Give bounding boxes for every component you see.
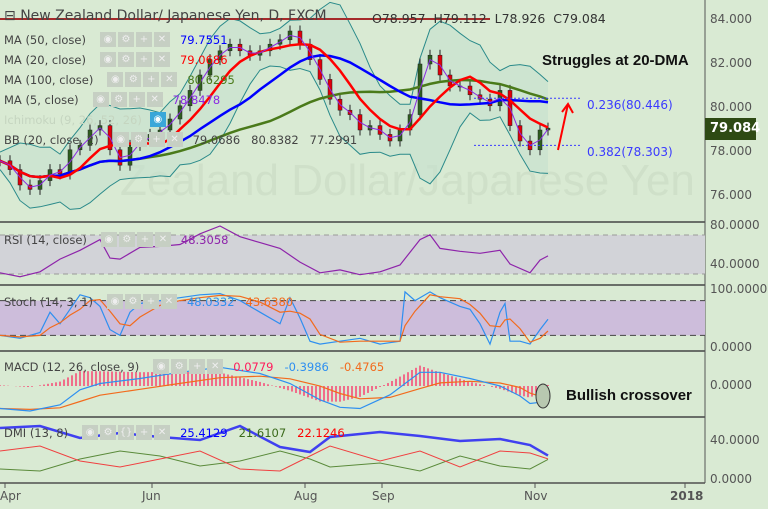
legend-ma50[interactable]: MA (50, close) ◉ ⚙ + ✕ 79.7551 xyxy=(4,32,228,47)
legend-value: 79.7551 xyxy=(179,32,228,47)
watermark: Zealand Dollar/Japanese Yen xyxy=(120,156,695,205)
legend-buttons[interactable]: ◉ ⚙ + ✕ xyxy=(92,92,163,107)
last-price-tag: 79.084 xyxy=(705,118,760,140)
legend-value: 78.8478 xyxy=(172,92,221,107)
time-tick: Apr xyxy=(0,489,21,503)
open-value: O78.957 xyxy=(372,11,426,26)
legend-ma100[interactable]: MA (100, close) ◉ ⚙ + ✕ 80.6295 xyxy=(4,72,235,87)
bb-basis-value: 79.0686 xyxy=(192,132,241,147)
legend-bb[interactable]: BB (20, close, 2) ◉ ⚙ + ✕ 79.0686 80.8382 77.… xyxy=(4,132,357,147)
legend-value: 79.0686 xyxy=(179,52,228,67)
legend-value: 80.6295 xyxy=(187,72,235,87)
macd-signal-line xyxy=(0,375,549,411)
legend-ma20[interactable]: MA (20, close) ◉ ⚙ + ✕ 79.0686 xyxy=(4,52,228,67)
price-tick: 78.000 xyxy=(710,144,752,158)
legend-label: MA (100, close) xyxy=(4,72,94,87)
plus-di-line xyxy=(0,450,549,472)
time-tick: Aug xyxy=(294,489,318,503)
annotation-dma: Struggles at 20-DMA xyxy=(542,52,689,69)
candle xyxy=(545,127,551,131)
stoch-tick: 100.0000 xyxy=(710,282,768,296)
bb-lower-value: 77.2991 xyxy=(309,132,358,147)
legend-label: MA (20, close) xyxy=(4,52,86,67)
legend-label: RSI (14, close) xyxy=(4,232,87,247)
price-tick: 80.000 xyxy=(710,100,752,114)
legend-value: 48.3058 xyxy=(180,232,229,247)
time-tick: Sep xyxy=(372,489,395,503)
bollinger-upper xyxy=(0,1,549,155)
ma50-line xyxy=(0,54,549,179)
up-arrow-head xyxy=(561,102,574,114)
dmi-tick: 0.0000 xyxy=(710,472,752,486)
legend-ichimoku[interactable]: Ichimoku (9, 26, 52, 26) ◉ xyxy=(4,112,166,127)
legend-buttons[interactable]: ◉ ⚙ + ✕ xyxy=(99,52,170,67)
legend-label: MACD (12, 26, close, 9) xyxy=(4,359,140,374)
legend-buttons[interactable]: ◉ ⚙ + ✕ xyxy=(100,232,171,247)
legend-label: Ichimoku (9, 26, 52, 26) xyxy=(4,112,142,127)
rsi-band xyxy=(0,235,705,274)
stoch-k-value: 48.0332 xyxy=(186,294,235,309)
time-tick: Jun xyxy=(142,489,161,503)
rsi-tick: 40.0000 xyxy=(710,257,760,271)
legend-rsi[interactable]: RSI (14, close) ◉ ⚙ + ✕ 48.3058 xyxy=(4,232,228,247)
low-value: L78.926 xyxy=(494,11,546,26)
fib-level-0236: 0.236(80.446) xyxy=(587,98,673,112)
legend-ma5[interactable]: MA (5, close) ◉ ⚙ + ✕ 78.8478 xyxy=(4,92,220,107)
symbol-name: New Zealand Dollar/ Japanese Yen, D, FXC… xyxy=(20,8,327,24)
legend-macd[interactable]: MACD (12, 26, close, 9) ◉ ⚙ + ✕ 0.0779 -0.398… xyxy=(4,359,384,374)
collapse-icon[interactable]: ⊟ xyxy=(4,8,21,24)
ma5-line xyxy=(0,34,549,188)
macd-line xyxy=(0,366,549,412)
crossover-highlight xyxy=(535,383,551,409)
legend-buttons[interactable]: ◉ ⚙ + ✕ xyxy=(107,72,178,87)
time-tick: Nov xyxy=(524,489,548,503)
legend-label: MA (5, close) xyxy=(4,92,79,107)
legend-label: Stoch (14, 3, 1) xyxy=(4,294,93,309)
up-arrow xyxy=(557,103,569,151)
macd-signal-value: -0.4765 xyxy=(339,359,385,374)
bb-upper-value: 80.8382 xyxy=(251,132,299,147)
time-tick: 2018 xyxy=(670,489,704,503)
close-value: C79.084 xyxy=(553,11,606,26)
price-tick: 82.000 xyxy=(710,56,752,70)
macd-tick: 0.0000 xyxy=(710,378,752,392)
bollinger-fill xyxy=(0,2,548,210)
legend-buttons[interactable]: ◉ ⚙ + ✕ xyxy=(106,294,177,309)
adx-line xyxy=(0,424,549,457)
legend-buttons[interactable]: ◉ ⚙ + ✕ xyxy=(99,32,170,47)
legend-buttons[interactable]: ◉ ⚙ + ✕ xyxy=(112,132,183,147)
stoch-tick: 0.0000 xyxy=(710,340,752,354)
fib-level-0382: 0.382(78.303) xyxy=(587,145,673,159)
macd-value: -0.3986 xyxy=(284,359,329,374)
legend-label: MA (50, close) xyxy=(4,32,86,47)
stoch-d-value: 43.6380 xyxy=(245,294,294,309)
rsi-tick: 80.0000 xyxy=(710,218,760,232)
mdi-value: 22.1246 xyxy=(297,425,345,440)
legend-stoch[interactable]: Stoch (14, 3, 1) ◉ ⚙ + ✕ 48.0332 43.6380 xyxy=(4,294,293,309)
adx-value: 25.4129 xyxy=(180,425,228,440)
dmi-tick: 40.0000 xyxy=(710,433,760,447)
legend-dmi[interactable]: DMI (13, 8) ◉ ⚙{} + ✕ 25.4129 21.6107 22.1246 xyxy=(4,425,345,440)
pdi-value: 21.6107 xyxy=(238,425,287,440)
annotation-macd: Bullish crossover xyxy=(566,387,692,404)
legend-buttons[interactable]: ◉ ⚙ + ✕ xyxy=(153,359,224,374)
legend-label: DMI (13, 8) xyxy=(4,425,69,440)
stoch-d-line xyxy=(0,294,549,343)
high-value: H79.112 xyxy=(433,11,487,26)
price-tick: 84.000 xyxy=(710,12,752,26)
legend-label: BB (20, close, 2) xyxy=(4,132,99,147)
ohlc-readout: O78.957 H79.112 L78.926 C79.084 xyxy=(372,11,606,26)
minus-di-line xyxy=(0,445,549,472)
bollinger-lower xyxy=(0,65,549,210)
price-tick: 76.000 xyxy=(710,188,752,202)
stoch-k-line xyxy=(0,290,549,346)
macd-hist-value: 0.0779 xyxy=(233,359,274,374)
ma20-line xyxy=(0,42,549,180)
hidden-eye-icon[interactable]: ◉ xyxy=(149,112,166,127)
legend-buttons[interactable]: ◉ ⚙{} + ✕ xyxy=(82,425,171,440)
symbol-title: ⊟ New Zealand Dollar/ Japanese Yen, D, F… xyxy=(4,8,327,24)
